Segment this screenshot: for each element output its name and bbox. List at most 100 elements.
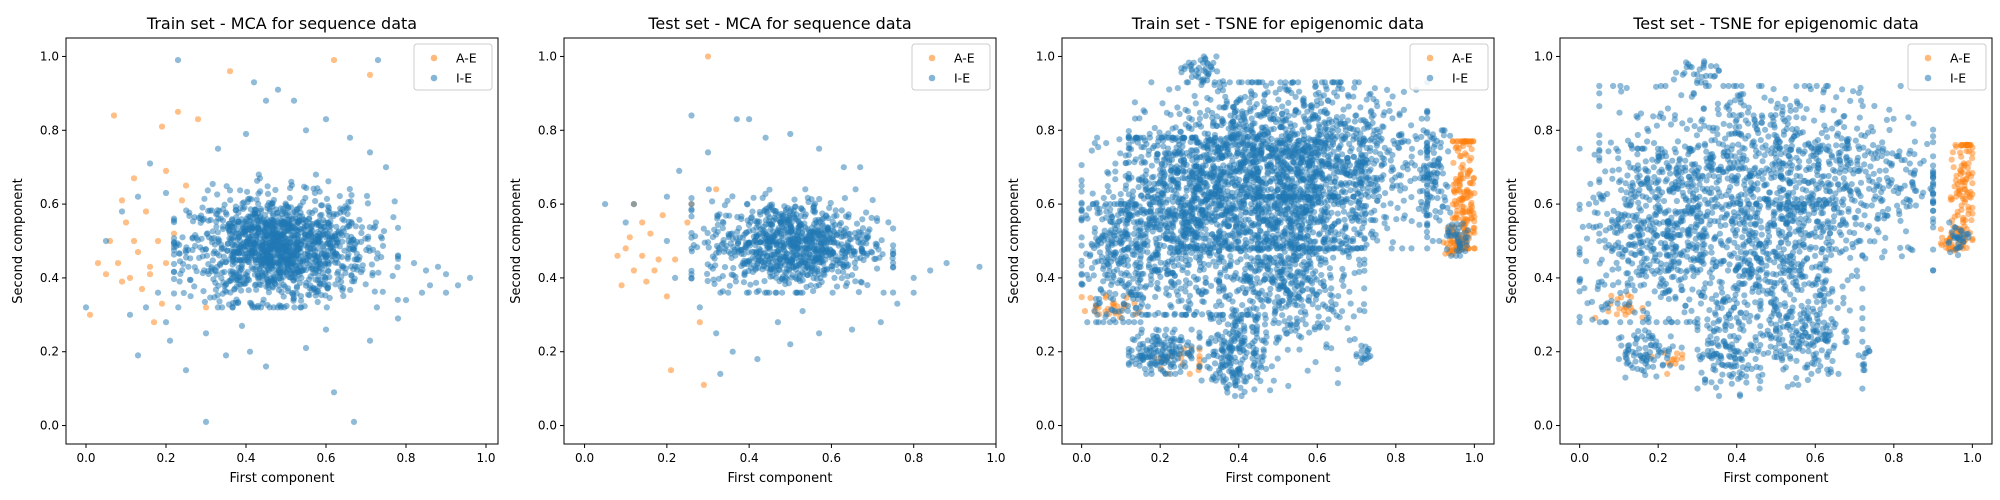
data-point (800, 259, 807, 266)
data-point (205, 217, 212, 224)
data-point (426, 282, 434, 289)
data-point (890, 225, 897, 232)
data-point (220, 253, 227, 260)
data-point (1277, 137, 1284, 144)
data-point (215, 236, 222, 243)
data-point (714, 221, 722, 228)
data-point (806, 230, 814, 237)
data-point (221, 268, 228, 276)
data-point (130, 175, 138, 182)
data-point (348, 233, 355, 240)
data-point (211, 241, 219, 248)
data-point (943, 260, 950, 267)
data-point (1325, 97, 1332, 105)
data-point (1461, 138, 1469, 145)
data-point (890, 242, 897, 249)
data-point (291, 208, 299, 215)
data-point (175, 304, 182, 311)
data-point (341, 247, 348, 254)
data-point (1454, 148, 1461, 155)
legend-box (413, 43, 493, 91)
data-point (794, 245, 801, 252)
data-point (325, 207, 332, 214)
data-point (224, 247, 231, 254)
data-point (1175, 261, 1182, 269)
legend-box (911, 43, 991, 91)
data-point (303, 223, 310, 230)
data-point (753, 279, 760, 286)
data-point (379, 242, 387, 249)
data-point (368, 261, 375, 268)
data-point (1264, 143, 1271, 151)
data-point (204, 187, 211, 194)
data-point (1355, 79, 1362, 86)
data-point (1377, 151, 1384, 158)
data-point (711, 226, 718, 233)
data-point (1263, 161, 1271, 168)
data-point (801, 213, 808, 220)
data-point (182, 367, 190, 374)
data-point (146, 263, 154, 270)
data-point (1278, 147, 1285, 154)
data-point (1182, 106, 1189, 113)
data-point (170, 217, 178, 224)
data-point (162, 167, 170, 174)
data-point (1342, 189, 1349, 196)
data-point (1159, 100, 1166, 107)
data-point (773, 239, 780, 246)
data-point (622, 245, 629, 252)
data-point (1393, 216, 1400, 223)
data-point (1240, 158, 1247, 165)
data-point (1367, 216, 1375, 224)
data-point (218, 246, 225, 253)
y-tick-label: 0.2 (40, 345, 59, 359)
data-point (775, 246, 783, 253)
y-tick-label: 0.0 (538, 419, 557, 433)
data-point (1329, 141, 1337, 148)
data-point (1350, 180, 1357, 187)
data-point (1223, 98, 1230, 105)
data-point (1300, 149, 1307, 156)
data-point (1227, 164, 1234, 171)
data-point (286, 247, 293, 254)
data-point (1397, 187, 1404, 194)
data-point (1314, 116, 1321, 123)
data-point (1246, 164, 1254, 171)
data-point (1343, 182, 1351, 189)
data-point (247, 299, 254, 306)
data-point (859, 248, 866, 255)
data-point (1109, 300, 1116, 308)
data-point (1408, 218, 1415, 225)
data-point (832, 207, 839, 214)
data-point (753, 288, 760, 296)
data-point (296, 205, 303, 212)
data-point (314, 253, 321, 260)
data-point (771, 234, 778, 241)
data-point (1321, 108, 1328, 116)
data-point (1351, 118, 1358, 125)
data-point (1459, 203, 1466, 211)
data-point (322, 260, 329, 267)
data-point (264, 281, 271, 289)
data-point (1222, 104, 1229, 111)
data-point (298, 297, 305, 304)
data-point (402, 297, 410, 304)
data-point (1280, 117, 1287, 125)
data-point (791, 196, 798, 203)
data-point (732, 278, 740, 285)
data-point (1412, 133, 1419, 140)
data-point (219, 290, 226, 297)
data-point (394, 315, 402, 322)
data-point (366, 149, 374, 156)
data-point (227, 276, 234, 284)
data-point (176, 250, 183, 257)
data-point (1267, 116, 1274, 123)
data-point (857, 164, 864, 171)
data-point (266, 239, 273, 247)
data-point (1460, 166, 1467, 173)
data-point (170, 244, 178, 251)
data-point (1370, 181, 1377, 188)
data-point (1239, 149, 1246, 156)
data-point (724, 197, 731, 204)
